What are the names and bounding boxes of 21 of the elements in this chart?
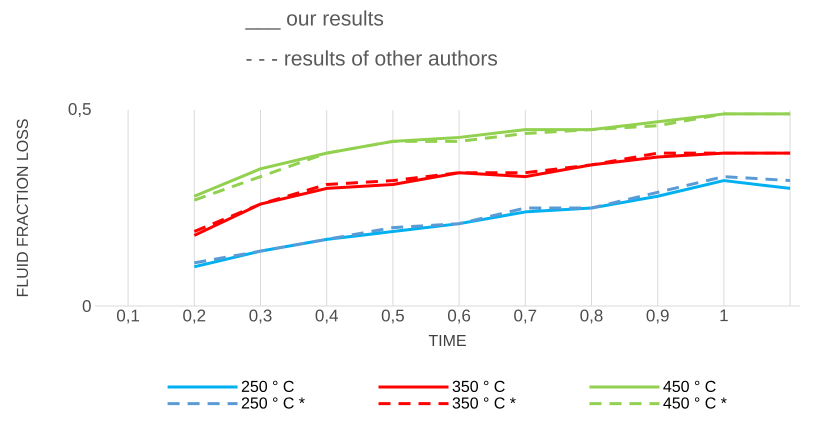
x-axis-title: TIME [428,335,466,346]
x-tick-label: 1 [720,310,728,322]
y-tick-label: 0 [82,300,91,312]
legend-label: 450 ° C [663,380,716,392]
legend-label: 250 ° C [242,380,294,392]
legend-label: 250 ° C * [242,397,305,409]
text: - - - results of other authors [246,50,498,66]
x-tick-label: 0,7 [514,310,536,324]
x-tick-label: 0,5 [382,310,404,324]
legend-label: 450 ° C * [663,397,727,409]
x-tick-label: 0,1 [116,310,140,324]
legend-label: 350 ° C * [452,397,516,409]
x-tick-label: 0,3 [249,310,272,324]
x-tick-label: 0,6 [448,310,470,324]
legend-label: 350 ° C [452,380,505,392]
x-tick-label: 0,2 [183,310,206,324]
x-tick-label: 0,8 [580,310,603,324]
text: ___ our results [245,10,384,30]
y-axis-title: FLUID FRACTION LOSS [16,119,28,296]
x-tick-label: 0,9 [646,310,669,324]
x-tick-label: 0,4 [316,310,338,324]
